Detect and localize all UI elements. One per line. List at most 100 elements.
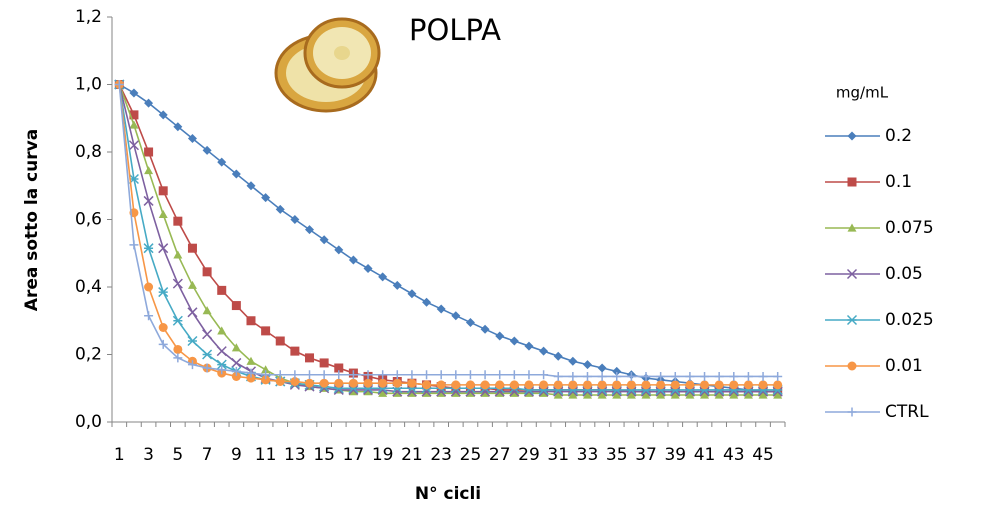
marker (144, 166, 153, 174)
marker (554, 380, 563, 389)
marker (759, 372, 768, 381)
x-tick-label: 27 (489, 445, 511, 465)
marker (744, 380, 753, 389)
marker (203, 330, 212, 339)
x-tick-label: 45 (752, 445, 774, 465)
legend-marker (848, 132, 857, 141)
series-line (119, 85, 777, 392)
legend-label: 0.075 (885, 218, 934, 238)
marker (627, 380, 636, 389)
marker (159, 288, 168, 297)
marker (364, 379, 373, 388)
marker (364, 264, 373, 273)
marker (598, 372, 607, 381)
x-tick-label: 15 (313, 445, 335, 465)
marker (407, 370, 416, 379)
marker (510, 380, 519, 389)
marker (466, 370, 475, 379)
x-axis-title: N° cicli (415, 484, 481, 504)
series-line (119, 85, 777, 390)
marker (568, 357, 577, 366)
chart-title: POLPA (409, 13, 501, 47)
legend-marker (848, 362, 857, 371)
marker (451, 380, 460, 389)
marker (217, 347, 226, 356)
legend-title: mg/mL (836, 84, 889, 102)
x-tick-label: 31 (547, 445, 569, 465)
marker (173, 250, 182, 258)
series (115, 80, 782, 381)
marker (159, 186, 168, 195)
marker (759, 380, 768, 389)
marker (671, 380, 680, 389)
series-line (119, 85, 777, 385)
x-tick-label: 23 (430, 445, 452, 465)
y-axis-title: Area sotto la curva (22, 129, 42, 311)
marker (188, 337, 197, 346)
marker (451, 311, 460, 320)
marker (612, 372, 621, 381)
marker (378, 379, 387, 388)
marker (773, 372, 782, 381)
y-tick-label: 0,8 (75, 142, 102, 162)
series (115, 80, 782, 394)
marker (642, 380, 651, 389)
x-tick-label: 19 (372, 445, 394, 465)
marker (466, 318, 475, 327)
marker (144, 148, 153, 157)
marker (203, 267, 212, 276)
marker (715, 372, 724, 381)
marker (320, 379, 329, 388)
marker (159, 323, 168, 332)
marker (524, 342, 533, 351)
marker (481, 380, 490, 389)
marker (203, 306, 212, 314)
x-tick-label: 5 (172, 445, 183, 465)
marker (656, 380, 665, 389)
series (115, 80, 782, 396)
legend-label: 0.1 (885, 172, 912, 192)
y-tick-label: 1,2 (75, 7, 102, 27)
marker (188, 308, 197, 317)
marker (393, 379, 402, 388)
x-tick-label: 13 (284, 445, 306, 465)
marker (129, 240, 138, 249)
marker (393, 281, 402, 290)
legend-label: CTRL (885, 402, 929, 422)
marker (554, 352, 563, 361)
marker (524, 370, 533, 379)
marker (159, 244, 168, 253)
y-tick-label: 0,0 (75, 412, 102, 432)
marker (159, 210, 168, 218)
marker (598, 380, 607, 389)
marker (612, 380, 621, 389)
legend-marker (848, 316, 857, 325)
series (115, 80, 782, 396)
marker (510, 370, 519, 379)
marker (773, 380, 782, 389)
marker (729, 380, 738, 389)
marker (407, 289, 416, 298)
x-tick-label: 25 (460, 445, 482, 465)
marker (583, 360, 592, 369)
marker (276, 337, 285, 346)
marker (685, 372, 694, 381)
marker (539, 370, 548, 379)
legend-label: 0.025 (885, 310, 934, 330)
marker (144, 311, 153, 320)
marker (495, 370, 504, 379)
marker (378, 272, 387, 281)
marker (203, 350, 212, 359)
legend-label: 0.2 (885, 126, 912, 146)
marker (349, 379, 358, 388)
x-tick-label: 41 (694, 445, 716, 465)
x-tick-label: 35 (606, 445, 628, 465)
marker (642, 372, 651, 381)
marker (539, 380, 548, 389)
x-tick-label: 11 (255, 445, 277, 465)
y-tick-label: 1,0 (75, 75, 102, 95)
series (115, 80, 782, 399)
marker (481, 370, 490, 379)
marker (700, 380, 709, 389)
x-tick-label: 21 (401, 445, 423, 465)
